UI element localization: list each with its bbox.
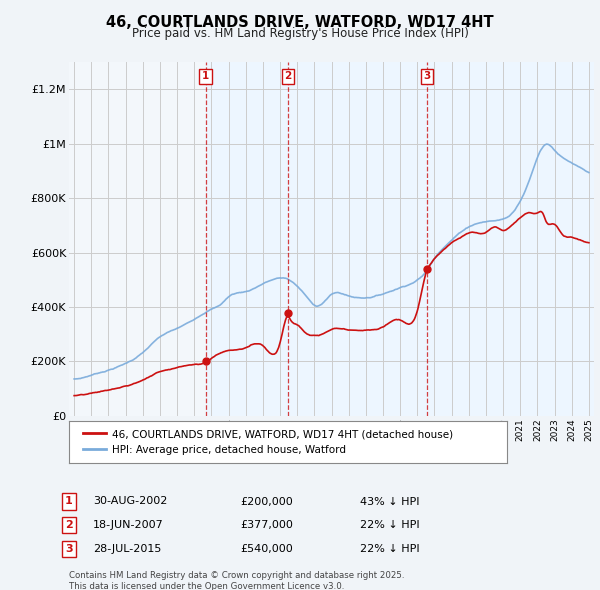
Text: 43% ↓ HPI: 43% ↓ HPI: [360, 497, 419, 506]
Text: 28-JUL-2015: 28-JUL-2015: [93, 544, 161, 553]
Text: £200,000: £200,000: [240, 497, 293, 506]
Text: 46, COURTLANDS DRIVE, WATFORD, WD17 4HT: 46, COURTLANDS DRIVE, WATFORD, WD17 4HT: [106, 15, 494, 30]
Text: £377,000: £377,000: [240, 520, 293, 530]
Bar: [69, 62, 206, 416]
Text: Price paid vs. HM Land Registry's House Price Index (HPI): Price paid vs. HM Land Registry's House …: [131, 27, 469, 40]
Text: 22% ↓ HPI: 22% ↓ HPI: [360, 544, 419, 553]
Text: 3: 3: [424, 71, 431, 81]
Bar: [288, 62, 427, 416]
Text: 1: 1: [65, 497, 73, 506]
Text: 2: 2: [284, 71, 292, 81]
Legend: 46, COURTLANDS DRIVE, WATFORD, WD17 4HT (detached house), HPI: Average price, de: 46, COURTLANDS DRIVE, WATFORD, WD17 4HT …: [79, 425, 457, 459]
Text: 18-JUN-2007: 18-JUN-2007: [93, 520, 164, 530]
Text: £540,000: £540,000: [240, 544, 293, 553]
Bar: [206, 62, 288, 416]
Text: 2: 2: [65, 520, 73, 530]
Text: 1: 1: [202, 71, 209, 81]
Text: 22% ↓ HPI: 22% ↓ HPI: [360, 520, 419, 530]
Bar: [427, 62, 594, 416]
Text: 3: 3: [65, 544, 73, 553]
Text: 30-AUG-2002: 30-AUG-2002: [93, 497, 167, 506]
Text: Contains HM Land Registry data © Crown copyright and database right 2025.
This d: Contains HM Land Registry data © Crown c…: [69, 571, 404, 590]
